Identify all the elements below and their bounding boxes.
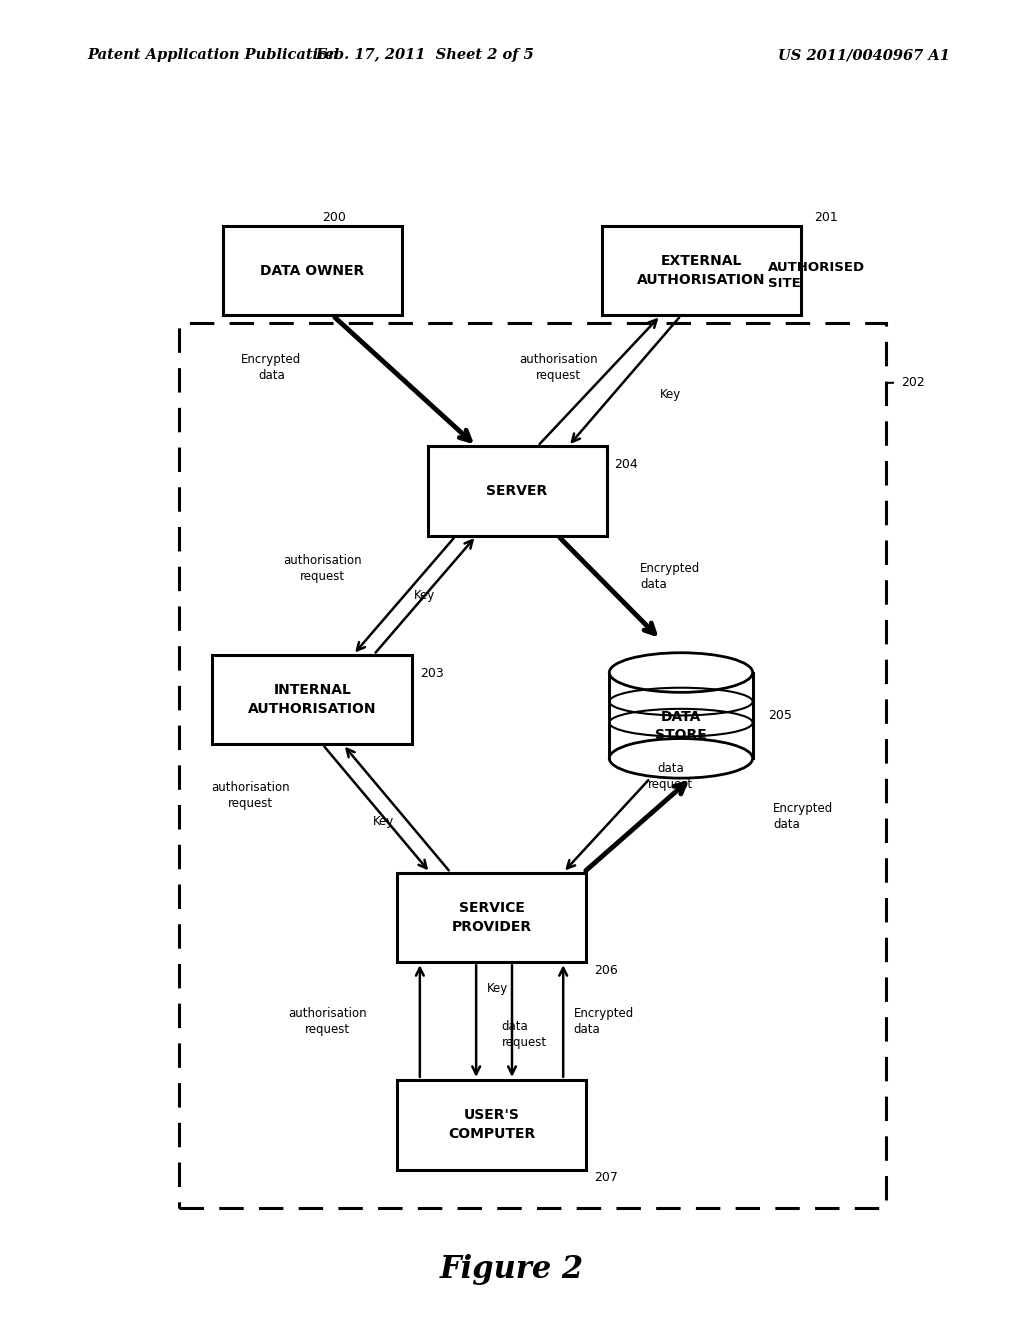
Text: DATA
STORE: DATA STORE — [655, 710, 707, 742]
Text: SERVICE
PROVIDER: SERVICE PROVIDER — [452, 902, 531, 933]
Text: Encrypted
data: Encrypted data — [773, 803, 834, 830]
Ellipse shape — [609, 739, 753, 777]
Text: authorisation
request: authorisation request — [212, 781, 290, 809]
Text: 207: 207 — [594, 1171, 617, 1184]
Bar — [213, 655, 412, 744]
Text: SERVER: SERVER — [486, 484, 548, 498]
Text: Patent Application Publication: Patent Application Publication — [87, 49, 339, 62]
Text: 201: 201 — [814, 211, 838, 224]
Bar — [609, 672, 753, 758]
Text: DATA OWNER: DATA OWNER — [260, 264, 365, 277]
Text: Encrypted
data: Encrypted data — [640, 562, 700, 591]
Ellipse shape — [609, 653, 753, 692]
Text: authorisation
request: authorisation request — [284, 554, 361, 583]
Text: Encrypted
data: Encrypted data — [242, 354, 301, 381]
Text: Key: Key — [660, 388, 681, 400]
Text: Key: Key — [374, 816, 394, 828]
Bar — [223, 226, 401, 315]
Bar — [396, 1080, 586, 1170]
Text: 200: 200 — [323, 211, 346, 224]
Text: 202: 202 — [901, 376, 925, 389]
Text: Key: Key — [415, 589, 435, 602]
Text: Encrypted
data: Encrypted data — [573, 1007, 634, 1035]
Bar — [179, 323, 886, 1208]
Text: authorisation
request: authorisation request — [519, 354, 597, 381]
Text: Figure 2: Figure 2 — [440, 1254, 584, 1286]
Text: data
request: data request — [502, 1020, 547, 1048]
Text: USER'S
COMPUTER: USER'S COMPUTER — [447, 1109, 536, 1140]
Bar — [428, 446, 606, 536]
Text: Key: Key — [486, 982, 508, 994]
Text: 204: 204 — [614, 458, 638, 471]
Bar — [396, 873, 586, 962]
Text: Feb. 17, 2011  Sheet 2 of 5: Feb. 17, 2011 Sheet 2 of 5 — [315, 49, 535, 62]
Bar — [602, 226, 801, 315]
Text: 206: 206 — [594, 964, 617, 977]
Text: 205: 205 — [768, 709, 792, 722]
Text: US 2011/0040967 A1: US 2011/0040967 A1 — [778, 49, 950, 62]
Text: 203: 203 — [420, 667, 443, 680]
Text: EXTERNAL
AUTHORISATION: EXTERNAL AUTHORISATION — [637, 255, 766, 286]
Text: INTERNAL
AUTHORISATION: INTERNAL AUTHORISATION — [248, 684, 377, 715]
Text: AUTHORISED
SITE: AUTHORISED SITE — [768, 261, 865, 290]
Text: data
request: data request — [648, 763, 693, 791]
Text: authorisation
request: authorisation request — [289, 1007, 367, 1035]
